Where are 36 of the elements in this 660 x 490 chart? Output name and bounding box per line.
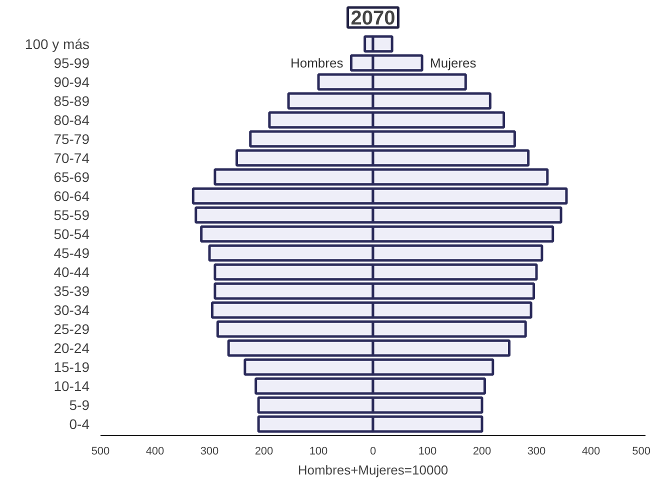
y-tick-label: 90-94	[54, 74, 90, 90]
y-tick-label: 85-89	[54, 92, 90, 109]
y-tick-label: 30-34	[54, 302, 90, 318]
y-tick-label: 60-64	[54, 188, 90, 204]
x-tick-label: 0	[370, 446, 376, 458]
y-tick-label: 95-99	[54, 54, 90, 71]
y-tick-label: 50-54	[54, 226, 90, 242]
y-tick-label: 65-69	[54, 168, 90, 185]
y-tick-label: 10-14	[54, 378, 90, 394]
y-tick-label: 55-59	[54, 206, 90, 223]
y-tick-label: 70-74	[54, 150, 90, 166]
series-label: Mujeres	[430, 55, 477, 70]
x-axis-title: Hombres+Mujeres=10000	[298, 462, 448, 478]
x-tick-label: 100	[309, 446, 328, 458]
y-tick-label: 100 y más	[24, 36, 90, 52]
y-tick-label: 15-19	[54, 359, 90, 376]
x-tick-label: 300	[527, 446, 546, 458]
y-tick-label: 40-44	[54, 264, 90, 280]
x-tick-label: 200	[472, 446, 492, 458]
x-tick-label: 500	[632, 446, 651, 458]
y-tick-label: 45-49	[54, 245, 90, 262]
x-tick-label: 400	[146, 446, 164, 458]
y-tick-label: 75-79	[54, 130, 90, 147]
x-tick-label: 200	[254, 446, 274, 458]
x-tick-label: 300	[200, 446, 219, 458]
y-tick-label: 20-24	[54, 340, 90, 356]
x-tick-label: 100	[418, 446, 437, 458]
y-tick-label: 35-39	[54, 283, 90, 300]
y-tick-label: 0-4	[69, 416, 90, 432]
x-tick-label: 500	[91, 446, 110, 458]
y-tick-label: 25-29	[54, 321, 90, 338]
y-tick-label: 5-9	[69, 397, 90, 414]
y-tick-label: 80-84	[54, 112, 90, 128]
x-tick-label: 400	[582, 446, 600, 458]
chart-title: 2070	[350, 8, 396, 30]
series-label: Hombres	[290, 55, 344, 70]
